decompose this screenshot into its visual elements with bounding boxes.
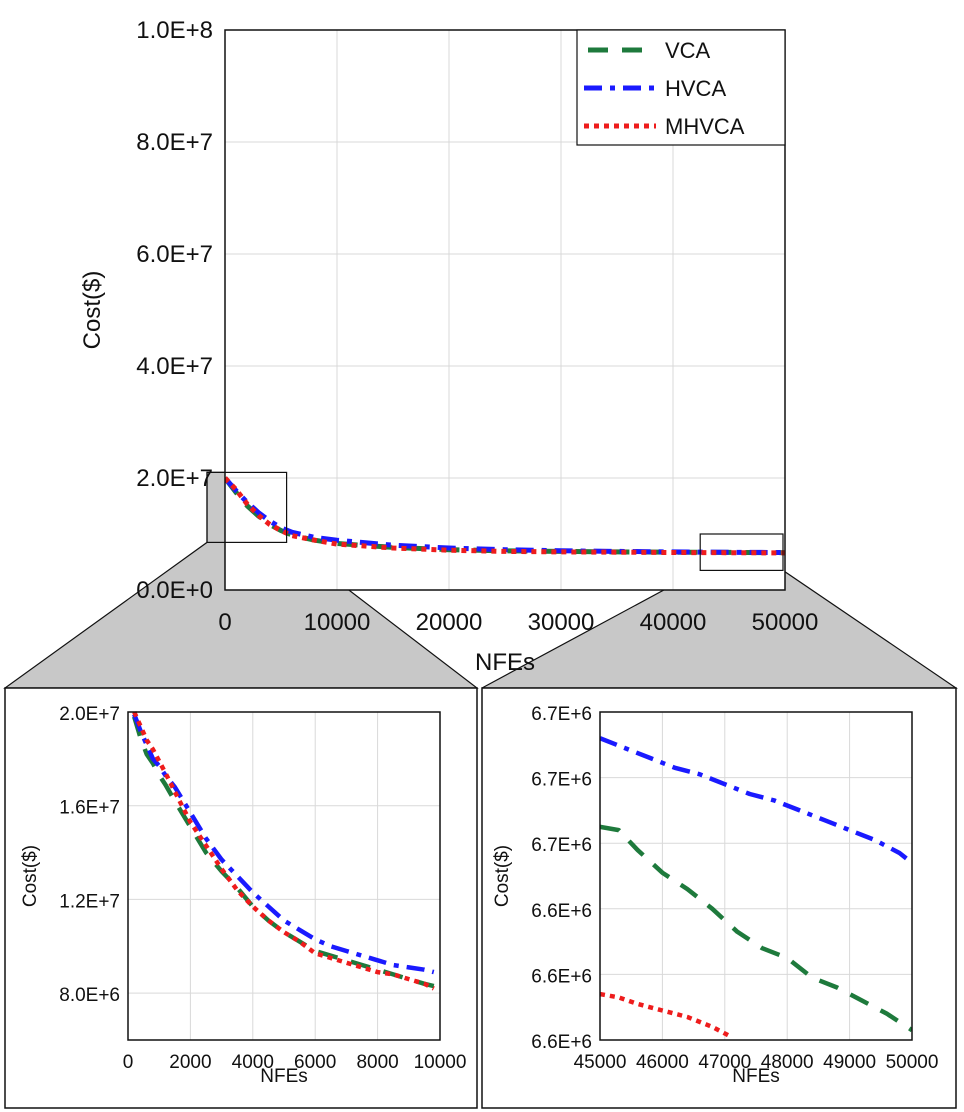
main-series-vca (225, 476, 785, 556)
inset-left-series (132, 711, 435, 991)
main-x-tick-label: 20000 (416, 609, 483, 636)
right-series-vca (600, 824, 912, 1033)
inset-left-chart: 0 2000 4000 6000 8000 10000 8.0E+6 1.2E+7 1.6E+… (4, 687, 478, 1109)
right-x-tick-label: 49000 (823, 1052, 876, 1073)
inset-right-series (600, 736, 912, 1039)
right-series-hvca (600, 736, 912, 865)
right-x-tick-label: 48000 (761, 1052, 814, 1073)
right-y-tick-label: 6.7E+6 (531, 835, 592, 856)
inset-left-x-axis-title: NFEs (260, 1066, 308, 1087)
main-x-ticks: 0 10000 20000 30000 40000 50000 (218, 609, 818, 636)
main-x-tick-label: 40000 (640, 609, 707, 636)
main-series (225, 476, 785, 556)
inset-left-y-axis-title: Cost($) (20, 845, 41, 907)
legend-label-mhvca: MHVCA (665, 114, 745, 139)
left-x-tick-label: 6000 (294, 1052, 336, 1073)
left-series-hvca (132, 713, 435, 975)
inset-right-y-axis-title: Cost($) (492, 845, 513, 907)
main-y-tick-label: 1.0E+8 (136, 17, 213, 44)
inset-right-chart: 45000 46000 47000 48000 49000 50000 6.6E+66.6… (481, 687, 957, 1109)
main-x-axis-title: NFEs (475, 649, 535, 676)
legend: VCA HVCA MHVCA (576, 29, 786, 146)
main-y-ticks: 0.0E+0 2.0E+7 4.0E+7 6.0E+7 8.0E+7 1.0E+8 (136, 17, 213, 604)
right-y-tick-label: 6.7E+6 (531, 770, 592, 791)
inset-right-x-ticks: 45000 46000 47000 48000 49000 50000 (574, 1052, 939, 1073)
left-y-tick-label: 2.0E+7 (59, 704, 120, 725)
right-x-tick-label: 47000 (698, 1052, 751, 1073)
zoom-box-inset-left (206, 471, 288, 543)
main-x-tick-label: 10000 (304, 609, 371, 636)
right-x-tick-label: 46000 (636, 1052, 689, 1073)
legend-label-hvca: HVCA (665, 76, 726, 101)
right-x-tick-label: 50000 (886, 1052, 939, 1073)
main-y-tick-label: 4.0E+7 (136, 353, 213, 380)
right-y-tick-label: 6.6E+6 (531, 966, 592, 987)
right-x-tick-label: 45000 (574, 1052, 627, 1073)
main-x-tick-label: 30000 (528, 609, 595, 636)
right-y-tick-label: 6.7E+6 (531, 704, 592, 725)
right-y-tick-label: 6.6E+6 (531, 901, 592, 922)
inset-left-x-ticks: 0 2000 4000 6000 8000 10000 (123, 1052, 467, 1073)
inset-left-panel (4, 687, 478, 1109)
right-y-tick-label: 6.6E+6 (531, 1032, 592, 1053)
inset-right-plot-frame (599, 711, 913, 1041)
left-series-mhvca (132, 711, 435, 991)
main-series-mhvca (225, 476, 785, 556)
main-y-axis-title: Cost($) (79, 271, 106, 350)
left-y-tick-label: 1.2E+7 (59, 891, 120, 912)
left-y-tick-label: 8.0E+6 (59, 985, 120, 1006)
left-x-tick-label: 2000 (169, 1052, 211, 1073)
left-x-tick-label: 10000 (414, 1052, 467, 1073)
inset-left-plot-frame (127, 711, 441, 1041)
main-y-tick-label: 6.0E+7 (136, 241, 213, 268)
main-x-tick-label: 0 (218, 609, 231, 636)
legend-label-vca: VCA (665, 38, 711, 63)
main-plot-frame (224, 29, 786, 591)
main-chart: 0 10000 20000 30000 40000 50000 0.0E+0 2.0E+7 4… (79, 17, 818, 676)
inset-right-y-ticks: 6.6E+6 6.6E+6 6.6E+6 6.7E+6 6.7E+6 6.7E+6 (531, 704, 592, 1053)
inset-left-y-ticks: 8.0E+6 1.2E+7 1.6E+7 2.0E+7 (59, 704, 120, 1006)
zoom-box-inset-right (699, 533, 784, 572)
inset-right-x-axis-title: NFEs (732, 1066, 780, 1087)
left-y-tick-label: 1.6E+7 (59, 798, 120, 819)
inset-right-panel (481, 687, 957, 1109)
main-y-tick-label: 2.0E+7 (136, 465, 213, 492)
left-x-tick-label: 4000 (232, 1052, 274, 1073)
main-zoom-boxes (206, 471, 784, 572)
left-x-tick-label: 0 (123, 1052, 134, 1073)
main-y-tick-label: 0.0E+0 (136, 577, 213, 604)
left-x-tick-label: 8000 (356, 1052, 398, 1073)
main-y-tick-label: 8.0E+7 (136, 129, 213, 156)
main-x-tick-label: 50000 (752, 609, 819, 636)
right-series-mhvca (600, 991, 733, 1039)
